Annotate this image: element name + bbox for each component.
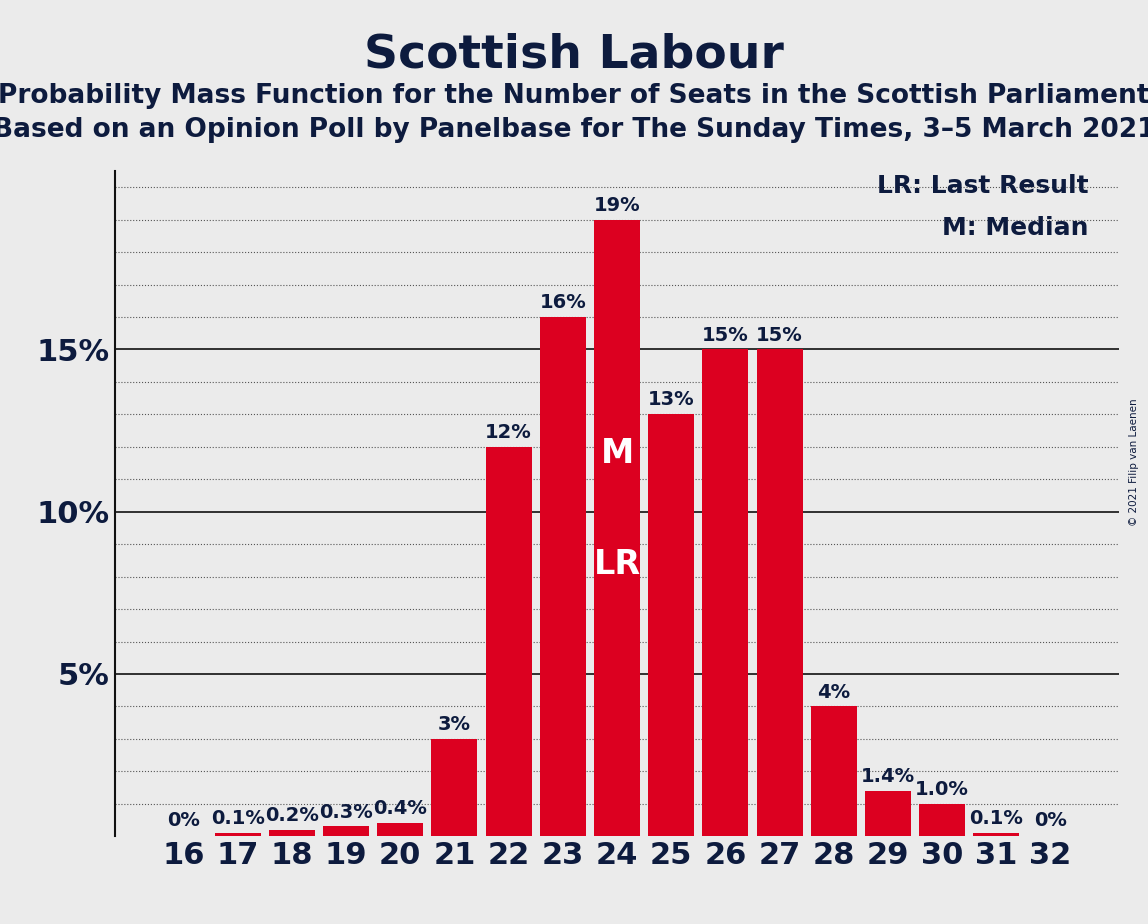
Text: Based on an Opinion Poll by Panelbase for The Sunday Times, 3–5 March 2021: Based on an Opinion Poll by Panelbase fo… [0,117,1148,143]
Text: 19%: 19% [594,196,641,214]
Bar [540,317,585,836]
Text: 1.4%: 1.4% [861,767,915,786]
Text: 0.3%: 0.3% [319,803,373,821]
Bar [810,707,856,836]
Text: 13%: 13% [647,391,695,409]
Text: 16%: 16% [540,293,587,312]
Bar [864,791,912,836]
Bar [594,220,641,836]
Bar [215,833,261,836]
Bar [378,823,424,836]
Text: LR: LR [594,549,641,581]
Text: LR: Last Result: LR: Last Result [877,175,1088,198]
Bar [486,447,532,836]
Bar [269,830,315,836]
Bar [974,833,1019,836]
Text: Scottish Labour: Scottish Labour [364,32,784,78]
Text: 0%: 0% [1034,811,1066,831]
Text: 15%: 15% [703,325,748,345]
Text: M: M [600,437,634,470]
Bar [757,349,802,836]
Text: 0.2%: 0.2% [265,806,319,825]
Bar [649,414,695,836]
Bar [323,826,370,836]
Text: 0.1%: 0.1% [969,809,1023,828]
Text: Probability Mass Function for the Number of Seats in the Scottish Parliament: Probability Mass Function for the Number… [0,83,1148,109]
Text: © 2021 Filip van Laenen: © 2021 Filip van Laenen [1128,398,1139,526]
Text: M: Median: M: Median [943,216,1088,240]
Bar [432,739,478,836]
Text: 0.4%: 0.4% [373,799,427,819]
Text: 12%: 12% [486,423,532,442]
Bar [920,804,965,836]
Text: 0%: 0% [168,811,200,831]
Text: 1.0%: 1.0% [915,780,969,799]
Text: 0.1%: 0.1% [211,809,265,828]
Bar [703,349,748,836]
Text: 3%: 3% [439,715,471,734]
Text: 15%: 15% [757,325,802,345]
Text: 4%: 4% [817,683,851,701]
